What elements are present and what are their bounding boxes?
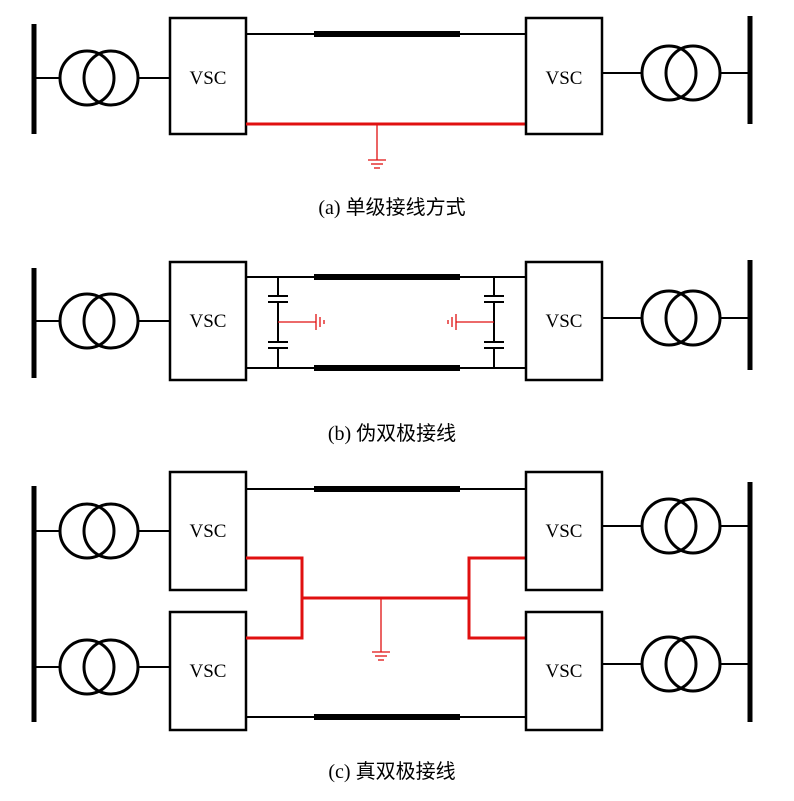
caption-a: (a) 单级接线方式 [318,196,465,219]
caption-c: (c) 真双极接线 [328,760,455,783]
vsc-label: VSC [190,521,227,542]
diagram-c-bipolar: VSC VSC VSC [31,470,753,783]
vsc-label: VSC [190,661,227,682]
vsc-label: VSC [190,311,227,332]
vsc-box [168,470,248,592]
vsc-label: VSC [546,311,583,332]
caption-b: (b) 伪双极接线 [328,422,456,445]
vsc-box [168,16,248,136]
transformer-icon [640,497,722,555]
transformer-icon [58,638,140,696]
vsc-box [168,610,248,732]
diagram-a-monopolar: VSC VSC (a) 单级接线方式 [31,16,753,219]
vsc-box [524,16,604,136]
transformer-icon [58,49,140,107]
vsc-label: VSC [190,68,227,89]
vsc-label: VSC [546,521,583,542]
ground-icon [372,598,390,661]
transformer-icon [640,44,722,102]
vsc-label: VSC [546,68,583,89]
ground-icon [447,314,494,330]
transformer-icon [640,289,722,347]
transformer-icon [640,635,722,693]
neutral-return [246,556,526,640]
vsc-box [524,610,604,732]
transformer-icon [58,502,140,560]
ground-icon [368,124,386,169]
vsc-box [168,260,248,382]
vsc-label: VSC [546,661,583,682]
diagram-b-symmetrical-monopole: VSC [31,260,753,445]
vsc-box [524,470,604,592]
vsc-box [524,260,604,382]
transformer-icon [58,292,140,350]
ground-icon [278,314,325,330]
